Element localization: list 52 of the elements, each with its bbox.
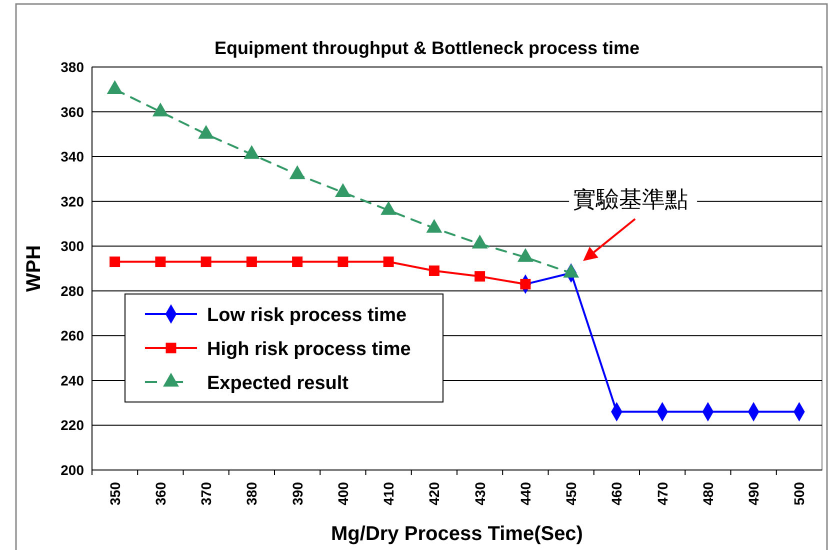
point (110, 256, 120, 268)
point (338, 256, 348, 268)
y-tick-label: 300 (60, 238, 84, 254)
x-axis-title: Mg/Dry Process Time(Sec) (331, 523, 583, 545)
legend-label: High risk process time (207, 339, 411, 360)
point (383, 256, 394, 268)
x-tick-label: 450 (563, 482, 580, 506)
point (292, 256, 303, 268)
point (428, 265, 440, 276)
point (517, 248, 534, 262)
annotation: 實驗基準點 (573, 186, 688, 213)
point (200, 256, 212, 268)
y-tick-label: 200 (60, 462, 84, 478)
x-tick-label: 420 (426, 482, 442, 506)
point (198, 124, 214, 139)
x-tick-label: 360 (152, 482, 168, 506)
point (380, 201, 397, 215)
x-tick-label: 500 (791, 482, 808, 506)
x-tick-label: 350 (106, 482, 123, 506)
x-tick-label: 440 (517, 482, 534, 506)
point (106, 80, 123, 94)
x-tick-label: 430 (472, 482, 488, 506)
y-tick-label: 320 (60, 193, 84, 210)
point (426, 219, 442, 233)
point (152, 102, 168, 116)
legend-label: Low risk process time (207, 305, 407, 326)
y-tick-label: 220 (60, 417, 84, 434)
legend-label: Expected result (207, 373, 350, 394)
x-tick-label: 480 (700, 482, 716, 506)
y-tick-label: 340 (60, 148, 84, 165)
point (289, 165, 306, 180)
y-tick-label: 240 (60, 372, 84, 388)
x-tick-label: 410 (380, 482, 397, 506)
x-tick-label: 470 (654, 482, 670, 506)
point (334, 183, 351, 197)
x-tick-label: 460 (608, 482, 625, 506)
point (244, 145, 260, 159)
x-tick-label: 490 (746, 482, 762, 506)
y-tick-label: 380 (60, 59, 84, 75)
x-tick-label: 370 (198, 482, 214, 506)
y-axis-title: WPH (23, 245, 45, 292)
chart-title: Equipment throughput & Bottleneck process time (214, 38, 640, 58)
x-tick-label: 400 (334, 482, 351, 506)
point (474, 271, 486, 282)
y-tick-label: 360 (60, 104, 84, 120)
point (246, 256, 257, 268)
point (155, 256, 166, 268)
point (472, 234, 488, 248)
y-tick-label: 280 (60, 282, 84, 299)
x-tick-label: 380 (244, 482, 260, 506)
x-tick-label: 390 (289, 482, 306, 506)
y-tick-label: 260 (60, 328, 84, 344)
